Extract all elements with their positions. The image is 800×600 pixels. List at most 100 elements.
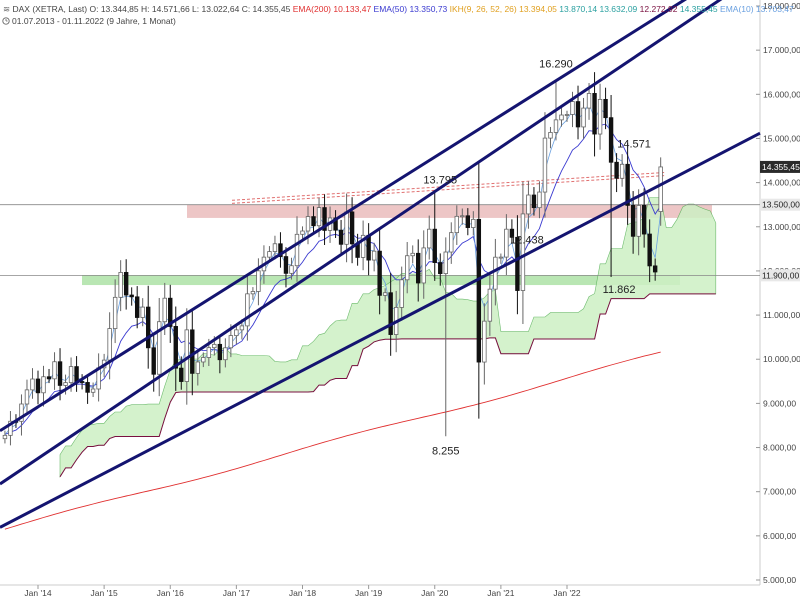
- price-tag-label: 13.500,00: [762, 200, 800, 210]
- candle: [652, 258, 658, 281]
- candle: [404, 242, 410, 294]
- candle: [460, 208, 465, 225]
- chart-header-line1: ≋ DAX (XETRA, Last) O: 13.344,85 H: 14.5…: [3, 4, 794, 14]
- trendlines: [0, 0, 761, 529]
- dotted-resistance-line: [231, 171, 666, 201]
- candle: [449, 222, 454, 264]
- price-tag-label: 11.900,00: [762, 270, 799, 280]
- candle: [476, 162, 482, 419]
- candle: [190, 309, 195, 396]
- candle: [311, 206, 316, 233]
- header-item: IKH(9, 26, 52, 26): [450, 4, 519, 14]
- annotation-label: 8.255: [432, 445, 460, 457]
- header-item: 13.350,73: [409, 4, 449, 14]
- y-tick-label: 14.000,00: [763, 178, 800, 188]
- candle: [559, 106, 564, 127]
- header-item: C: 14.355,45: [242, 4, 293, 14]
- candle: [195, 350, 201, 386]
- candle: [399, 266, 404, 321]
- candle: [360, 220, 366, 271]
- candle: [487, 272, 493, 336]
- x-tick-label: Jan '19: [355, 588, 382, 598]
- price-tag-bg: [760, 198, 800, 211]
- candle: [41, 365, 46, 407]
- candle: [438, 253, 443, 286]
- x-tick-label: Jan '18: [289, 588, 316, 598]
- candle: [46, 368, 52, 384]
- y-tick-label: 10.000,00: [763, 354, 800, 364]
- annotation-label: 11.862: [603, 284, 636, 296]
- ema200-line: [4, 351, 661, 530]
- annotation-label: 13.795: [423, 175, 457, 187]
- candle: [625, 142, 630, 225]
- candle: [294, 216, 300, 282]
- header-item: 13.870,14: [559, 4, 599, 14]
- x-tick-label: Jan '17: [223, 588, 250, 598]
- candlesticks: [2, 72, 663, 446]
- x-tick-label: Jan '22: [553, 588, 580, 598]
- candle: [2, 430, 8, 444]
- candle: [140, 298, 145, 327]
- header-item: L: 13.022,64: [192, 4, 242, 14]
- clock-icon: [2, 17, 10, 25]
- candle: [278, 232, 283, 268]
- x-tick-label: Jan '21: [487, 588, 514, 598]
- trendline: [0, 0, 688, 433]
- y-tick-label: 8.000,00: [763, 443, 796, 453]
- header-item: DAX (XETRA, Last): [12, 4, 89, 14]
- candle: [619, 154, 625, 187]
- candle: [641, 188, 647, 248]
- header-item: 10.133,47: [333, 4, 373, 14]
- chart-type-icon: ≋: [3, 4, 12, 14]
- header-item: H: 14.571,66: [141, 4, 192, 14]
- chart-date-range: 01.07.2013 - 01.11.2022 (9 Jahre, 1 Mona…: [12, 16, 176, 26]
- candle: [52, 352, 57, 390]
- candle: [520, 181, 526, 324]
- candle: [118, 260, 123, 312]
- candle: [338, 219, 344, 255]
- header-item: EMA(200): [293, 4, 334, 14]
- candle: [256, 258, 261, 306]
- x-tick-label: Jan '20: [421, 588, 448, 598]
- header-item: 13.632,09: [599, 4, 639, 14]
- candle: [465, 208, 471, 236]
- candle: [498, 253, 504, 264]
- candle: [454, 205, 459, 245]
- candle: [421, 230, 426, 299]
- candle: [272, 235, 278, 260]
- price-tags: 14.355,45 13.500,00 11.900,00: [760, 160, 800, 282]
- candle: [289, 257, 294, 280]
- candle: [134, 286, 140, 329]
- y-tick-label: 9.000,00: [763, 398, 796, 408]
- trendline: [0, 131, 761, 529]
- candle: [548, 126, 553, 149]
- price-tag-bg: [760, 269, 800, 282]
- candle: [542, 112, 548, 218]
- candle: [592, 72, 597, 157]
- cloud-lower-line: [59, 293, 716, 478]
- y-tick-label: 16.000,00: [763, 89, 800, 99]
- time-axis: Jan '14 Jan '15 Jan '16 Jan '17 Jan '18 Jan '…: [0, 584, 760, 598]
- candle: [245, 275, 250, 341]
- y-tick-label: 11.000,00: [763, 310, 800, 320]
- candle: [531, 187, 537, 216]
- header-item: EMA(10): [720, 4, 756, 14]
- candle: [603, 87, 608, 130]
- candle: [537, 181, 542, 219]
- candle: [581, 97, 586, 139]
- candle: [647, 219, 652, 283]
- y-tick-label: 15.000,00: [763, 133, 800, 143]
- candle: [283, 247, 289, 288]
- dotted-resistance-line: [231, 175, 666, 204]
- x-tick-label: Jan '14: [24, 588, 51, 598]
- y-tick-label: 17.000,00: [763, 45, 800, 55]
- ichimoku-cloud: [59, 197, 717, 478]
- trendline: [0, 0, 723, 486]
- y-tick-label: 6.000,00: [763, 531, 796, 541]
- candle: [608, 94, 614, 278]
- candle: [85, 375, 90, 404]
- candle: [658, 157, 663, 226]
- y-tick-label: 18.000,00: [763, 1, 800, 11]
- candle: [382, 288, 388, 302]
- candle: [410, 245, 415, 264]
